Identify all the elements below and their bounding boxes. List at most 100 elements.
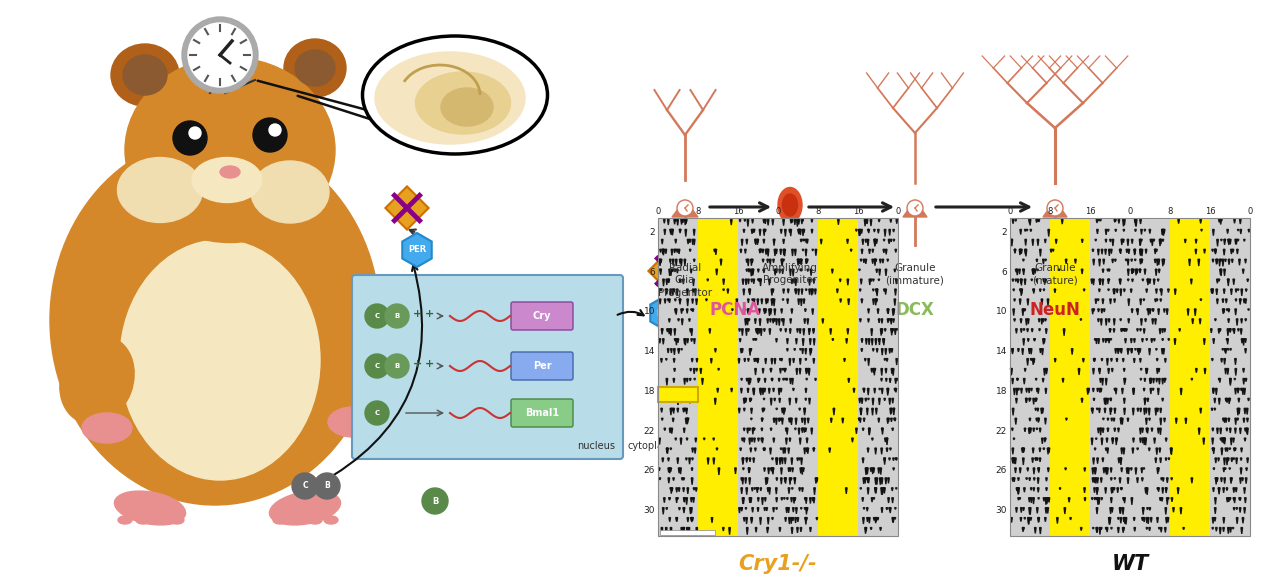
- Polygon shape: [1115, 259, 1116, 262]
- Polygon shape: [803, 249, 804, 251]
- Ellipse shape: [170, 516, 184, 524]
- Polygon shape: [742, 458, 744, 464]
- Polygon shape: [671, 230, 672, 235]
- Polygon shape: [868, 359, 869, 366]
- Polygon shape: [1215, 249, 1216, 253]
- Polygon shape: [756, 488, 758, 493]
- Polygon shape: [1156, 448, 1157, 455]
- Polygon shape: [809, 498, 812, 503]
- Polygon shape: [1225, 299, 1228, 303]
- Polygon shape: [712, 517, 713, 523]
- Polygon shape: [896, 329, 897, 331]
- Polygon shape: [809, 329, 810, 332]
- Polygon shape: [812, 428, 813, 434]
- Polygon shape: [890, 408, 891, 414]
- Polygon shape: [1096, 527, 1098, 533]
- Polygon shape: [1222, 488, 1225, 493]
- Polygon shape: [891, 418, 892, 422]
- Polygon shape: [1029, 349, 1030, 351]
- Polygon shape: [877, 349, 878, 352]
- Polygon shape: [797, 299, 800, 305]
- Polygon shape: [1037, 488, 1039, 492]
- Polygon shape: [1038, 389, 1039, 394]
- Polygon shape: [1121, 488, 1123, 490]
- Polygon shape: [1203, 339, 1204, 345]
- Polygon shape: [771, 398, 772, 406]
- Polygon shape: [808, 369, 810, 376]
- Polygon shape: [1033, 359, 1034, 363]
- Polygon shape: [883, 458, 886, 461]
- Polygon shape: [879, 527, 882, 531]
- Polygon shape: [1102, 279, 1103, 285]
- Polygon shape: [1224, 438, 1225, 444]
- Polygon shape: [1235, 418, 1236, 425]
- Polygon shape: [767, 249, 768, 253]
- Polygon shape: [887, 259, 888, 261]
- Polygon shape: [781, 418, 782, 421]
- Polygon shape: [1018, 488, 1019, 494]
- Polygon shape: [801, 488, 804, 492]
- Polygon shape: [867, 478, 869, 483]
- Polygon shape: [1219, 379, 1220, 380]
- Polygon shape: [1111, 249, 1112, 254]
- Polygon shape: [813, 448, 814, 452]
- Polygon shape: [691, 458, 694, 460]
- Polygon shape: [686, 408, 687, 414]
- Polygon shape: [753, 230, 754, 233]
- Polygon shape: [1046, 488, 1047, 491]
- Polygon shape: [1018, 488, 1019, 495]
- Polygon shape: [1196, 239, 1197, 243]
- Polygon shape: [1151, 428, 1153, 431]
- Polygon shape: [797, 220, 800, 224]
- Polygon shape: [728, 527, 731, 534]
- Polygon shape: [1033, 398, 1034, 404]
- Polygon shape: [1065, 468, 1066, 470]
- Polygon shape: [684, 507, 685, 513]
- Text: 14: 14: [644, 347, 655, 356]
- Text: 8: 8: [815, 207, 820, 216]
- Polygon shape: [1167, 339, 1170, 340]
- Polygon shape: [876, 269, 878, 273]
- Polygon shape: [742, 498, 744, 504]
- Polygon shape: [874, 259, 876, 261]
- Polygon shape: [776, 498, 777, 502]
- Polygon shape: [1030, 359, 1032, 360]
- Polygon shape: [1238, 230, 1239, 231]
- Polygon shape: [879, 269, 881, 275]
- Polygon shape: [680, 230, 681, 232]
- Polygon shape: [1212, 259, 1213, 263]
- Polygon shape: [886, 507, 887, 510]
- Ellipse shape: [111, 44, 179, 106]
- Polygon shape: [890, 507, 891, 510]
- Polygon shape: [805, 517, 806, 524]
- Polygon shape: [1146, 289, 1147, 292]
- Polygon shape: [721, 259, 722, 265]
- Polygon shape: [1092, 309, 1093, 314]
- Polygon shape: [1247, 279, 1248, 282]
- Polygon shape: [1226, 448, 1229, 452]
- Polygon shape: [781, 448, 782, 450]
- Polygon shape: [1108, 319, 1110, 322]
- Polygon shape: [1033, 488, 1034, 491]
- Polygon shape: [791, 279, 792, 284]
- Polygon shape: [1094, 339, 1096, 340]
- Polygon shape: [764, 230, 765, 231]
- Polygon shape: [751, 299, 754, 301]
- Polygon shape: [663, 339, 664, 345]
- Polygon shape: [765, 359, 767, 364]
- Ellipse shape: [154, 516, 166, 524]
- Polygon shape: [1121, 418, 1123, 424]
- Polygon shape: [669, 329, 672, 336]
- Polygon shape: [1119, 478, 1121, 483]
- Polygon shape: [1103, 309, 1105, 312]
- Polygon shape: [767, 527, 769, 530]
- Polygon shape: [767, 488, 769, 492]
- Text: 0: 0: [1007, 207, 1012, 216]
- Polygon shape: [879, 389, 881, 390]
- Polygon shape: [882, 389, 883, 394]
- Polygon shape: [1230, 478, 1231, 483]
- Polygon shape: [678, 349, 680, 352]
- Polygon shape: [1019, 249, 1020, 255]
- Polygon shape: [1244, 349, 1247, 353]
- Polygon shape: [1108, 517, 1111, 524]
